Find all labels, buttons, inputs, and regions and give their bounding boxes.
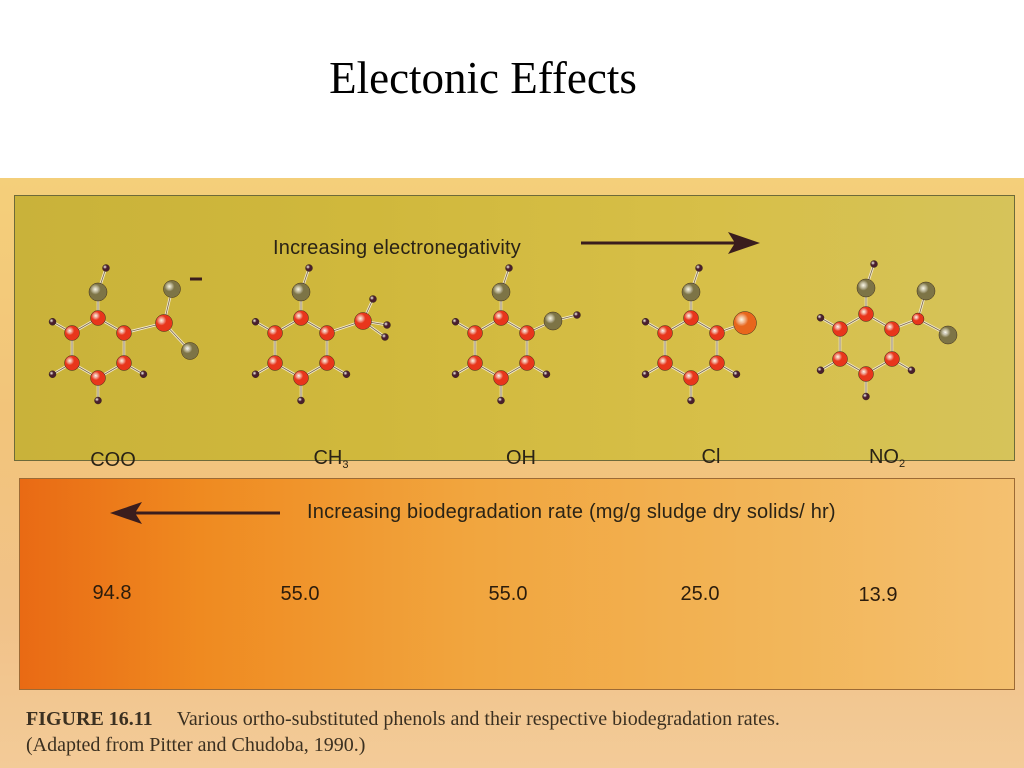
cl-hydrogen-atom <box>732 370 741 378</box>
rate-value-coo: 94.8 <box>92 582 132 604</box>
oh-carbon-atom <box>467 355 483 371</box>
electronegativity-heading: Increasing electronegativity <box>273 237 521 259</box>
ch3-substituent-atom <box>383 321 391 329</box>
ch3-carbon-atom <box>267 355 283 371</box>
ch3-hydroxyl-hydrogen-atom <box>305 264 313 272</box>
no2-hydrogen-atom <box>862 392 870 401</box>
caption-source: (Adapted from Pitter and Chudoba, 1990.) <box>26 734 366 756</box>
no2-hydrogen-atom <box>816 314 825 322</box>
no2-carbon-atom <box>858 366 874 382</box>
no2-hydrogen-atom <box>816 366 825 374</box>
ch3-carbon-atom <box>267 325 283 341</box>
ch3-substituent-atom <box>354 312 372 330</box>
biodegradation-arrow <box>110 502 280 524</box>
oh-carbon-atom <box>519 355 535 371</box>
cl-hydrogen-atom <box>641 370 650 378</box>
oh-hydrogen-atom <box>451 370 460 378</box>
ch3-carbon-atom <box>319 355 335 371</box>
biodegradation-panel: Increasing biodegradation rate (mg/g slu… <box>19 478 1015 690</box>
cl-carbon-atom <box>683 310 699 326</box>
no2-substituent-atom <box>916 281 936 301</box>
coo-substituent-atom <box>155 314 173 332</box>
cl-carbon-atom <box>709 325 725 341</box>
substituent-label-ch3: CH3 <box>313 447 349 471</box>
ch3-carbon-atom <box>293 310 309 326</box>
molecule-diagrams <box>48 232 958 405</box>
no2-substituent-atom <box>938 325 958 345</box>
figure-caption: FIGURE 16.11 Various ortho-substituted ph… <box>26 706 1016 758</box>
figure-photo: Increasing electronegativity COO CH3 OH … <box>0 178 1024 768</box>
coo-hydrogen-atom <box>48 318 57 326</box>
coo-hydrogen-atom <box>48 370 57 378</box>
caption-text: Various ortho-substituted phenols and th… <box>176 708 780 730</box>
coo-carbon-atom <box>90 310 106 326</box>
coo-hydroxyl-hydrogen-atom <box>102 264 110 272</box>
figure-label: FIGURE 16.11 <box>26 708 153 730</box>
ch3-substituent-atom <box>381 333 389 341</box>
cl-carbon-atom <box>683 370 699 386</box>
ch3-hydroxyl-oxygen-atom <box>291 282 311 302</box>
no2-carbon-atom <box>832 321 848 337</box>
coo-carbon-atom <box>64 325 80 341</box>
substituent-label-coo: COO <box>90 449 136 471</box>
coo-hydroxyl-oxygen-atom <box>88 282 108 302</box>
coo-carbon-atom <box>116 355 132 371</box>
cl-hydroxyl-oxygen-atom <box>681 282 701 302</box>
oh-hydrogen-atom <box>542 370 551 378</box>
oh-carbon-atom <box>493 370 509 386</box>
oh-substituent-atom <box>573 311 581 319</box>
oh-carbon-atom <box>467 325 483 341</box>
cl-substituent-atom <box>733 311 757 335</box>
ch3-hydrogen-atom <box>251 370 260 378</box>
oh-carbon-atom <box>493 310 509 326</box>
coo-carbon-atom <box>116 325 132 341</box>
ch3-hydrogen-atom <box>297 396 305 405</box>
coo-carbon-atom <box>90 370 106 386</box>
rate-value-oh: 55.0 <box>488 583 528 605</box>
no2-carbon-atom <box>884 321 900 337</box>
cl-hydrogen-atom <box>641 318 650 326</box>
substituent-label-cl: Cl <box>701 446 721 468</box>
cl-hydroxyl-hydrogen-atom <box>695 264 703 272</box>
substituent-label-oh: OH <box>506 447 536 469</box>
right-arrow-icon <box>581 232 760 254</box>
oh-hydroxyl-oxygen-atom <box>491 282 511 302</box>
no2-hydroxyl-hydrogen-atom <box>870 260 878 268</box>
electronegativity-panel: Increasing electronegativity COO CH3 OH … <box>14 195 1015 471</box>
cl-carbon-atom <box>657 355 673 371</box>
no2-hydrogen-atom <box>907 366 916 374</box>
cl-carbon-atom <box>709 355 725 371</box>
slide-title: Electonic Effects <box>329 53 637 103</box>
no2-carbon-atom <box>858 306 874 322</box>
no2-carbon-atom <box>832 351 848 367</box>
rate-value-cl: 25.0 <box>680 583 720 605</box>
left-arrow-icon <box>110 502 280 524</box>
oh-substituent-atom <box>543 311 563 331</box>
ch3-hydrogen-atom <box>251 318 260 326</box>
coo-substituent-atom <box>181 342 199 360</box>
ch3-substituent-atom <box>369 295 377 303</box>
no2-hydroxyl-oxygen-atom <box>856 278 876 298</box>
coo-hydrogen-atom <box>139 370 148 378</box>
oh-hydroxyl-hydrogen-atom <box>505 264 513 272</box>
oh-carbon-atom <box>519 325 535 341</box>
rate-value-no2: 13.9 <box>858 584 898 606</box>
rate-value-ch3: 55.0 <box>280 583 320 605</box>
coo-carbon-atom <box>64 355 80 371</box>
oh-hydrogen-atom <box>451 318 460 326</box>
ch3-carbon-atom <box>293 370 309 386</box>
coo-substituent-atom <box>163 280 181 298</box>
cl-carbon-atom <box>657 325 673 341</box>
coo-hydrogen-atom <box>94 396 102 405</box>
cl-hydrogen-atom <box>687 396 695 405</box>
ch3-carbon-atom <box>319 325 335 341</box>
ch3-hydrogen-atom <box>342 370 351 378</box>
substituent-label-no2: NO2 <box>868 446 906 470</box>
biodegradation-heading: Increasing biodegradation rate (mg/g slu… <box>307 501 836 523</box>
no2-carbon-atom <box>884 351 900 367</box>
no2-substituent-atom <box>911 312 925 326</box>
oh-hydrogen-atom <box>497 396 505 405</box>
